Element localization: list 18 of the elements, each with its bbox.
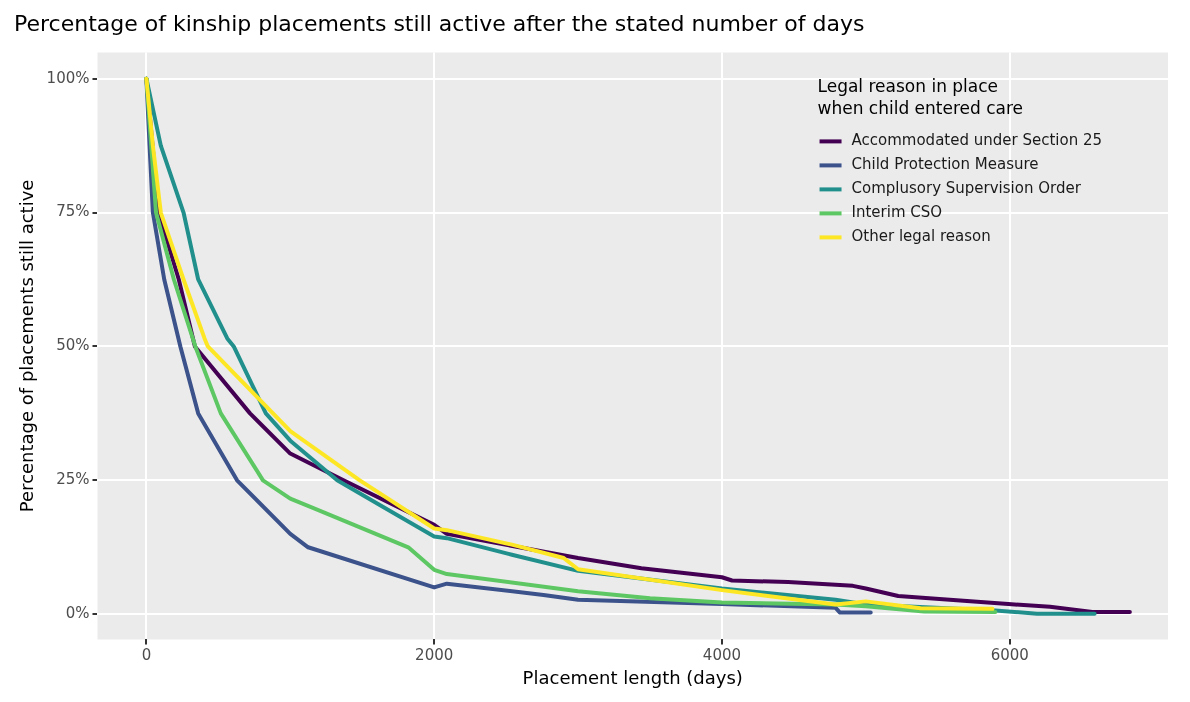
chart-title: Percentage of kinship placements still active after the stated number of days: [14, 10, 865, 36]
x-tick-label: 4000: [702, 646, 742, 665]
legend-label: Accommodated under Section 25: [851, 131, 1102, 150]
y-axis-title: Percentage of placements still active: [16, 179, 38, 513]
legend-title: Legal reason in place when child entered care: [817, 75, 1024, 118]
legend-label: Other legal reason: [851, 227, 991, 246]
y-tick-label: 75%: [56, 202, 90, 221]
y-tick-label: 0%: [65, 604, 90, 623]
legend-label: Child Protection Measure: [851, 155, 1039, 174]
y-tick-label: 100%: [46, 68, 90, 87]
x-tick-label: 0: [141, 646, 152, 665]
legend-label: Complusory Supervision Order: [851, 179, 1082, 198]
y-tick-label: 50%: [56, 336, 90, 355]
legend-label: Interim CSO: [851, 203, 943, 222]
y-tick-label: 25%: [56, 470, 90, 489]
x-axis-title: Placement length (days): [522, 666, 743, 688]
x-tick-label: 2000: [415, 646, 454, 665]
x-tick-label: 6000: [990, 646, 1029, 665]
